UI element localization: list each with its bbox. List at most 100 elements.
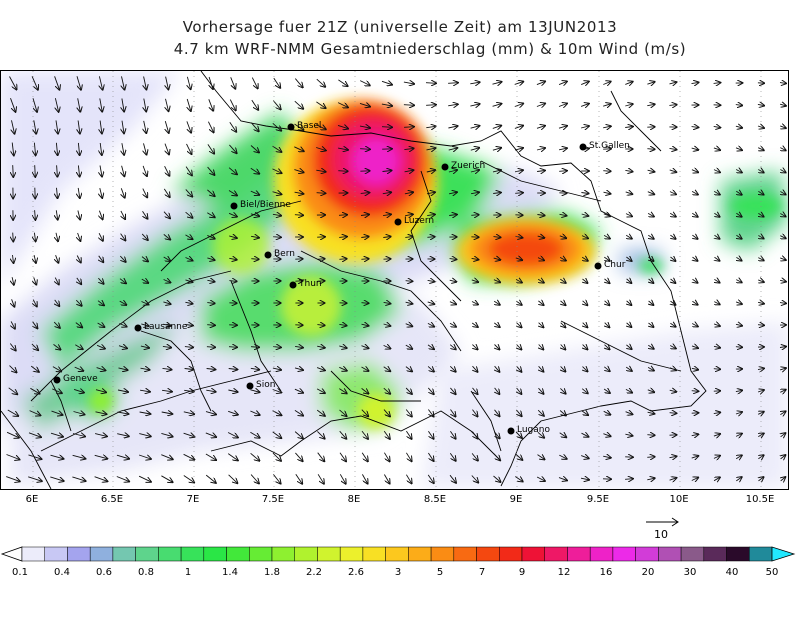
wind-arrow	[625, 82, 632, 85]
wind-arrow	[207, 213, 214, 218]
wind-arrow	[713, 126, 721, 127]
wind-arrow	[9, 343, 15, 351]
wind-arrow	[647, 367, 654, 370]
legend-swatch	[158, 546, 182, 562]
wind-arrow	[94, 455, 108, 458]
wind-arrow	[427, 345, 434, 349]
wind-arrow	[604, 367, 609, 371]
wind-arrow	[493, 453, 500, 461]
wind-arrow	[647, 390, 654, 392]
legend-swatch	[294, 546, 318, 562]
wind-arrow	[603, 82, 610, 85]
wind-arrow	[339, 409, 347, 416]
x-tick-label: 10E	[669, 494, 689, 505]
wind-arrow	[448, 104, 458, 106]
x-tick-label: 9E	[509, 494, 523, 505]
wind-arrow	[713, 324, 720, 326]
wind-arrow	[294, 123, 304, 130]
city-label: St.Gallen	[589, 141, 630, 151]
wind-arrow	[99, 76, 102, 89]
wind-arrow	[316, 170, 325, 172]
wind-arrow	[317, 259, 324, 260]
wind-arrow	[207, 258, 214, 260]
wind-arrow	[76, 76, 81, 89]
wind-arrow	[449, 365, 455, 371]
wind-arrow	[185, 325, 193, 326]
wind-arrow	[517, 387, 522, 394]
wind-arrow	[692, 301, 697, 304]
wind-arrow	[537, 431, 544, 437]
wind-arrow	[405, 345, 412, 349]
wind-arrow	[781, 477, 786, 481]
wind-arrow	[12, 142, 14, 156]
wind-arrow	[117, 412, 129, 414]
wind-arrow	[227, 453, 238, 461]
wind-arrow	[450, 387, 455, 394]
wind-arrow	[339, 237, 347, 238]
wind-arrow	[272, 169, 282, 173]
wind-arrow	[56, 210, 57, 219]
wind-arrow	[669, 105, 676, 106]
wind-arrow	[316, 409, 325, 416]
wind-arrow	[492, 104, 502, 107]
wind-arrow	[715, 257, 720, 261]
city-dot	[441, 163, 449, 171]
wind-arrow	[625, 127, 633, 128]
wind-arrow	[229, 281, 236, 282]
wind-arrow	[449, 323, 456, 327]
wind-arrow	[558, 126, 567, 128]
wind-arrow	[360, 215, 369, 216]
wind-arrow	[99, 232, 103, 241]
wind-arrow	[251, 259, 258, 260]
wind-arrow	[161, 412, 173, 414]
wind-arrow	[647, 104, 654, 105]
wind-arrow	[294, 147, 303, 151]
wind-arrow	[471, 280, 478, 282]
wind-arrow	[35, 210, 36, 220]
wind-arrow	[272, 192, 282, 195]
wind-arrow	[406, 430, 411, 439]
wind-arrow	[144, 143, 147, 154]
wind-arrow	[691, 148, 699, 150]
wind-arrow	[206, 369, 216, 370]
wind-arrow	[671, 301, 676, 305]
wind-arrow	[187, 76, 190, 89]
wind-arrow	[559, 148, 567, 150]
wind-arrow	[316, 78, 325, 87]
legend-swatch	[339, 546, 364, 562]
legend-swatch	[749, 546, 773, 562]
legend-swatch	[430, 546, 455, 562]
wind-arrow	[472, 431, 477, 439]
wind-arrow	[758, 148, 764, 151]
wind-arrow	[360, 149, 370, 150]
wind-arrow	[294, 389, 303, 393]
wind-arrow	[163, 324, 171, 326]
wind-arrow	[50, 455, 64, 459]
wind-arrow	[361, 388, 369, 393]
wind-arrow	[339, 346, 346, 348]
wind-arrow	[228, 347, 237, 348]
wind-arrow	[559, 214, 567, 215]
wind-arrow	[99, 210, 102, 220]
wind-arrow	[692, 324, 698, 327]
wind-arrow	[121, 233, 126, 241]
wind-arrow	[735, 105, 742, 106]
wind-arrow	[627, 279, 632, 283]
wind-arrow	[647, 192, 654, 195]
wind-arrow	[229, 258, 236, 259]
wind-arrow	[669, 170, 677, 172]
wind-arrow	[359, 80, 370, 86]
wind-arrow	[449, 215, 457, 216]
wind-arrow	[56, 255, 59, 263]
legend-label: 40	[725, 567, 739, 578]
wind-arrow	[736, 280, 741, 283]
wind-arrow	[94, 476, 108, 482]
wind-arrow	[339, 367, 346, 370]
wind-arrow	[693, 279, 698, 283]
wind-arrow	[627, 301, 632, 305]
reference-vector-label: 10	[654, 528, 668, 541]
wind-arrow	[97, 301, 104, 306]
wind-arrow	[779, 368, 786, 370]
wind-arrow	[406, 474, 411, 484]
wind-arrow	[273, 474, 280, 483]
